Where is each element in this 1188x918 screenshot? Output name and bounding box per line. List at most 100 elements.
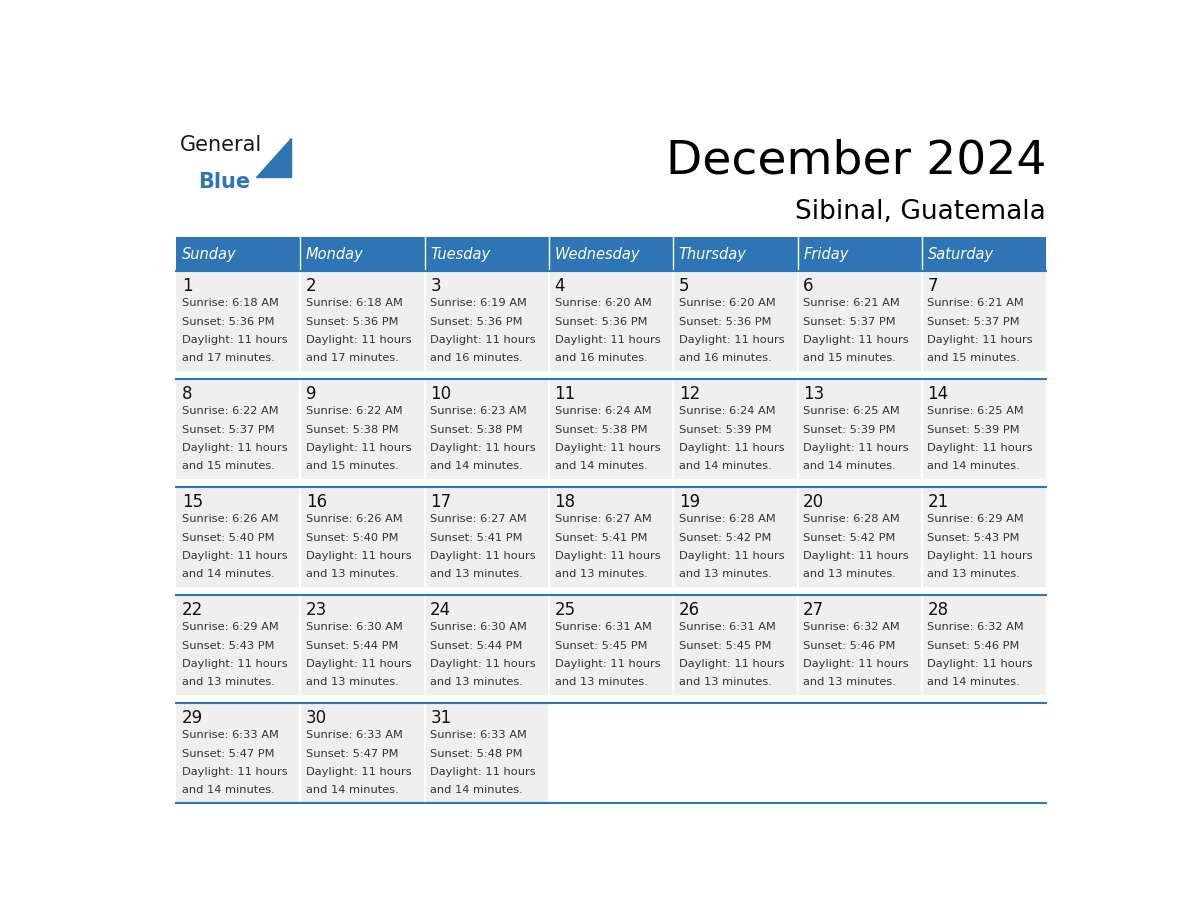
Text: Daylight: 11 hours: Daylight: 11 hours: [182, 443, 287, 453]
Text: Sunset: 5:45 PM: Sunset: 5:45 PM: [678, 641, 771, 651]
Text: Daylight: 11 hours: Daylight: 11 hours: [555, 551, 661, 561]
Text: 14: 14: [928, 385, 948, 403]
Text: and 13 minutes.: and 13 minutes.: [430, 677, 523, 688]
Text: 16: 16: [307, 493, 327, 511]
Bar: [922, 272, 1047, 371]
Bar: [797, 238, 922, 272]
Text: Sunset: 5:37 PM: Sunset: 5:37 PM: [803, 317, 896, 327]
Text: Sunset: 5:36 PM: Sunset: 5:36 PM: [430, 317, 523, 327]
Text: 25: 25: [555, 601, 576, 619]
Text: 22: 22: [182, 601, 203, 619]
Text: Thursday: Thursday: [678, 247, 747, 262]
Text: Sunset: 5:37 PM: Sunset: 5:37 PM: [928, 317, 1020, 327]
Text: and 13 minutes.: and 13 minutes.: [555, 677, 647, 688]
Text: and 13 minutes.: and 13 minutes.: [307, 677, 399, 688]
Text: 29: 29: [182, 709, 203, 727]
Text: Sunset: 5:47 PM: Sunset: 5:47 PM: [182, 749, 274, 758]
Text: 3: 3: [430, 277, 441, 295]
Text: Sunset: 5:44 PM: Sunset: 5:44 PM: [307, 641, 398, 651]
Text: Sunrise: 6:29 AM: Sunrise: 6:29 AM: [182, 622, 278, 633]
Text: Daylight: 11 hours: Daylight: 11 hours: [182, 551, 287, 561]
Text: Daylight: 11 hours: Daylight: 11 hours: [307, 659, 411, 669]
Text: Daylight: 11 hours: Daylight: 11 hours: [803, 335, 909, 345]
Text: and 14 minutes.: and 14 minutes.: [555, 462, 647, 472]
Text: Sunrise: 6:21 AM: Sunrise: 6:21 AM: [928, 298, 1024, 308]
Text: Daylight: 11 hours: Daylight: 11 hours: [430, 443, 536, 453]
Bar: [549, 703, 674, 803]
Text: Daylight: 11 hours: Daylight: 11 hours: [430, 767, 536, 777]
Text: Sunset: 5:39 PM: Sunset: 5:39 PM: [928, 425, 1020, 434]
Text: and 16 minutes.: and 16 minutes.: [430, 353, 523, 364]
Text: Daylight: 11 hours: Daylight: 11 hours: [928, 443, 1034, 453]
Text: 5: 5: [678, 277, 689, 295]
Text: Sunrise: 6:19 AM: Sunrise: 6:19 AM: [430, 298, 527, 308]
Text: Sunset: 5:48 PM: Sunset: 5:48 PM: [430, 749, 523, 758]
Text: Sunset: 5:38 PM: Sunset: 5:38 PM: [307, 425, 398, 434]
Bar: [176, 371, 1047, 379]
Text: Daylight: 11 hours: Daylight: 11 hours: [430, 659, 536, 669]
Bar: [176, 272, 301, 371]
Text: 11: 11: [555, 385, 576, 403]
Text: and 14 minutes.: and 14 minutes.: [182, 569, 274, 579]
Text: Daylight: 11 hours: Daylight: 11 hours: [803, 551, 909, 561]
Bar: [176, 487, 301, 587]
Bar: [301, 272, 424, 371]
Text: December 2024: December 2024: [665, 139, 1047, 184]
Text: 31: 31: [430, 709, 451, 727]
Text: Sunrise: 6:26 AM: Sunrise: 6:26 AM: [307, 514, 403, 524]
Text: and 13 minutes.: and 13 minutes.: [182, 677, 274, 688]
Text: 1: 1: [182, 277, 192, 295]
Bar: [674, 379, 797, 479]
Text: Sunrise: 6:27 AM: Sunrise: 6:27 AM: [430, 514, 527, 524]
Bar: [674, 596, 797, 695]
Text: and 15 minutes.: and 15 minutes.: [307, 462, 399, 472]
Text: Sunday: Sunday: [182, 247, 236, 262]
Text: 8: 8: [182, 385, 192, 403]
Text: Sunrise: 6:24 AM: Sunrise: 6:24 AM: [678, 406, 776, 416]
Text: and 14 minutes.: and 14 minutes.: [928, 677, 1020, 688]
Text: Sunset: 5:47 PM: Sunset: 5:47 PM: [307, 749, 398, 758]
Bar: [549, 596, 674, 695]
Text: Sunrise: 6:27 AM: Sunrise: 6:27 AM: [555, 514, 651, 524]
Text: Sunrise: 6:28 AM: Sunrise: 6:28 AM: [678, 514, 776, 524]
Bar: [922, 379, 1047, 479]
Text: 19: 19: [678, 493, 700, 511]
Bar: [797, 596, 922, 695]
Text: and 14 minutes.: and 14 minutes.: [430, 462, 523, 472]
Text: and 16 minutes.: and 16 minutes.: [555, 353, 647, 364]
Text: Daylight: 11 hours: Daylight: 11 hours: [928, 335, 1034, 345]
Text: Sunrise: 6:33 AM: Sunrise: 6:33 AM: [430, 730, 527, 740]
Text: Sunrise: 6:24 AM: Sunrise: 6:24 AM: [555, 406, 651, 416]
Text: 2: 2: [307, 277, 316, 295]
Text: 4: 4: [555, 277, 565, 295]
Text: 21: 21: [928, 493, 949, 511]
Text: Sunset: 5:46 PM: Sunset: 5:46 PM: [803, 641, 896, 651]
Text: 28: 28: [928, 601, 948, 619]
Text: Sunset: 5:44 PM: Sunset: 5:44 PM: [430, 641, 523, 651]
Text: Sunrise: 6:32 AM: Sunrise: 6:32 AM: [928, 622, 1024, 633]
Text: Daylight: 11 hours: Daylight: 11 hours: [555, 443, 661, 453]
Text: and 14 minutes.: and 14 minutes.: [678, 462, 771, 472]
Text: Sunset: 5:36 PM: Sunset: 5:36 PM: [555, 317, 647, 327]
Text: Sunset: 5:42 PM: Sunset: 5:42 PM: [678, 532, 771, 543]
Bar: [425, 703, 549, 803]
Text: 26: 26: [678, 601, 700, 619]
Text: Sunset: 5:42 PM: Sunset: 5:42 PM: [803, 532, 896, 543]
Bar: [301, 487, 424, 587]
Bar: [797, 379, 922, 479]
Text: Daylight: 11 hours: Daylight: 11 hours: [678, 659, 784, 669]
Text: Friday: Friday: [803, 247, 848, 262]
Text: Sunrise: 6:22 AM: Sunrise: 6:22 AM: [307, 406, 403, 416]
Text: Sunrise: 6:33 AM: Sunrise: 6:33 AM: [182, 730, 278, 740]
Bar: [176, 596, 301, 695]
Bar: [922, 238, 1047, 272]
Text: Daylight: 11 hours: Daylight: 11 hours: [430, 335, 536, 345]
Text: 17: 17: [430, 493, 451, 511]
Text: Daylight: 11 hours: Daylight: 11 hours: [803, 659, 909, 669]
Text: Sunset: 5:45 PM: Sunset: 5:45 PM: [555, 641, 647, 651]
Bar: [549, 487, 674, 587]
Bar: [549, 238, 674, 272]
Bar: [425, 487, 549, 587]
Text: Saturday: Saturday: [928, 247, 993, 262]
Text: and 16 minutes.: and 16 minutes.: [678, 353, 771, 364]
